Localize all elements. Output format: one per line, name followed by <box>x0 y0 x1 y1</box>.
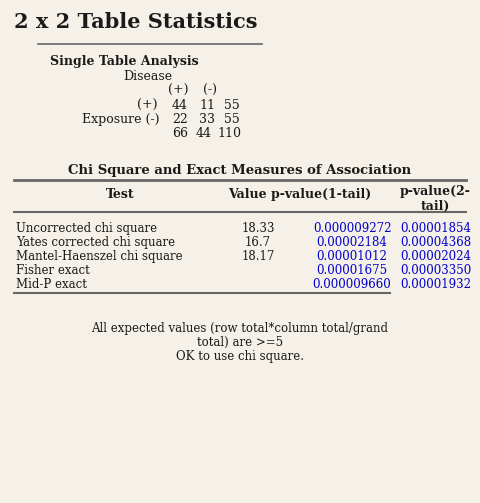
Text: Disease: Disease <box>123 70 173 83</box>
Text: Value p-value(1-tail): Value p-value(1-tail) <box>228 188 372 201</box>
Text: Test: Test <box>106 188 134 201</box>
Text: 0.00001012: 0.00001012 <box>317 250 387 263</box>
Text: (+): (+) <box>137 99 158 112</box>
Text: 44: 44 <box>172 99 188 112</box>
Text: Mid-P exact: Mid-P exact <box>16 278 87 291</box>
Text: Yates corrected chi square: Yates corrected chi square <box>16 236 175 249</box>
Text: (+): (+) <box>168 84 188 97</box>
Text: 18.33: 18.33 <box>241 222 275 235</box>
Text: 0.000009272: 0.000009272 <box>313 222 391 235</box>
Text: Fisher exact: Fisher exact <box>16 264 90 277</box>
Text: OK to use chi square.: OK to use chi square. <box>176 350 304 363</box>
Text: 0.00002184: 0.00002184 <box>317 236 387 249</box>
Text: 11: 11 <box>199 99 215 112</box>
Text: (-): (-) <box>203 84 217 97</box>
Text: 110: 110 <box>217 127 241 140</box>
Text: 0.00001854: 0.00001854 <box>400 222 471 235</box>
Text: 0.00001932: 0.00001932 <box>400 278 471 291</box>
Text: 55: 55 <box>224 99 240 112</box>
Text: Uncorrected chi square: Uncorrected chi square <box>16 222 157 235</box>
Text: 66: 66 <box>172 127 188 140</box>
Text: 16.7: 16.7 <box>245 236 271 249</box>
Text: Mantel-Haenszel chi square: Mantel-Haenszel chi square <box>16 250 182 263</box>
Text: 18.17: 18.17 <box>241 250 275 263</box>
Text: Exposure (-): Exposure (-) <box>82 113 159 126</box>
Text: 0.00001675: 0.00001675 <box>316 264 387 277</box>
Text: 0.00003350: 0.00003350 <box>400 264 472 277</box>
Text: p-value(2-
tail): p-value(2- tail) <box>399 185 470 213</box>
Text: Chi Square and Exact Measures of Association: Chi Square and Exact Measures of Associa… <box>69 164 411 177</box>
Text: 22: 22 <box>172 113 188 126</box>
Text: 2 x 2 Table Statistics: 2 x 2 Table Statistics <box>14 12 257 32</box>
Text: 55: 55 <box>224 113 240 126</box>
Text: 0.00002024: 0.00002024 <box>400 250 471 263</box>
Text: All expected values (row total*column total/grand: All expected values (row total*column to… <box>92 322 388 335</box>
Text: total) are >=5: total) are >=5 <box>197 336 283 349</box>
Text: 33: 33 <box>199 113 215 126</box>
Text: 44: 44 <box>196 127 212 140</box>
Text: 0.000009660: 0.000009660 <box>312 278 391 291</box>
Text: 0.00004368: 0.00004368 <box>400 236 471 249</box>
Text: Single Table Analysis: Single Table Analysis <box>50 55 199 68</box>
